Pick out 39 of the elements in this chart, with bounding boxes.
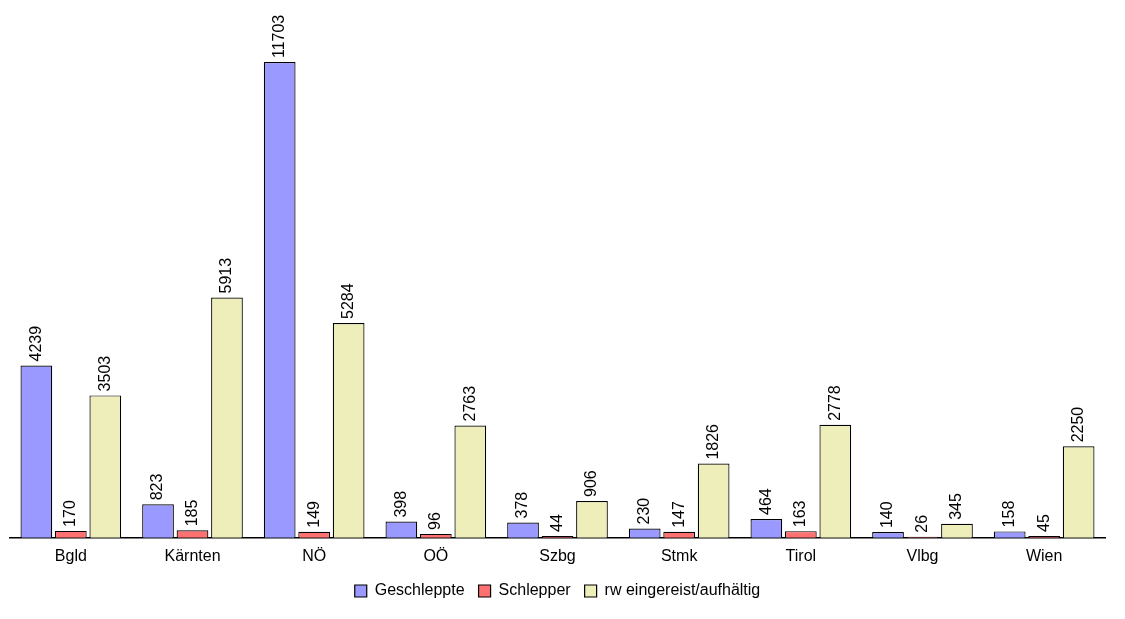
data-label: 140	[878, 501, 896, 529]
x-tick-label: Kärnten	[164, 546, 221, 564]
x-tick-label: Tirol	[785, 546, 817, 564]
data-label: 464	[756, 488, 774, 515]
data-label: 158	[1000, 500, 1018, 528]
x-tick-label: Wien	[1025, 546, 1063, 564]
data-label: 5284	[339, 283, 357, 320]
x-tick-label: Stmk	[660, 546, 699, 564]
x-tick-label: OÖ	[423, 546, 449, 564]
data-label: 1826	[704, 423, 722, 460]
data-label: 345	[947, 492, 965, 520]
data-label: 2250	[1069, 406, 1087, 443]
data-label: 96	[426, 512, 444, 530]
data-label: 45	[1034, 514, 1052, 532]
data-label: 11703	[270, 14, 288, 59]
data-label: 4239	[26, 325, 44, 362]
x-tick-label: Vlbg	[906, 546, 939, 564]
data-label: 230	[635, 497, 653, 525]
x-tick-label: Bgld	[54, 546, 87, 564]
data-label: 2763	[460, 385, 478, 422]
data-label: 3503	[95, 355, 113, 392]
data-label: 5913	[217, 257, 235, 294]
data-label: 44	[547, 514, 565, 533]
data-label: 147	[669, 501, 687, 528]
data-label: 906	[582, 470, 600, 497]
data-label: 378	[513, 491, 531, 519]
x-tick-label: NÖ	[302, 546, 327, 564]
data-label: 398	[391, 490, 409, 518]
data-label: 170	[61, 500, 79, 527]
data-label: 163	[791, 500, 809, 528]
legend-label: Geschleppte	[374, 581, 465, 599]
data-label: 823	[148, 473, 166, 501]
legend-label: rw eingereist/aufhältig	[604, 581, 761, 599]
data-label: 149	[304, 500, 322, 528]
data-label: 2778	[825, 385, 843, 421]
data-label: 185	[182, 499, 200, 527]
x-tick-label: Szbg	[539, 546, 576, 564]
legend-label: Schlepper	[498, 581, 572, 599]
data-label: 26	[912, 514, 930, 533]
